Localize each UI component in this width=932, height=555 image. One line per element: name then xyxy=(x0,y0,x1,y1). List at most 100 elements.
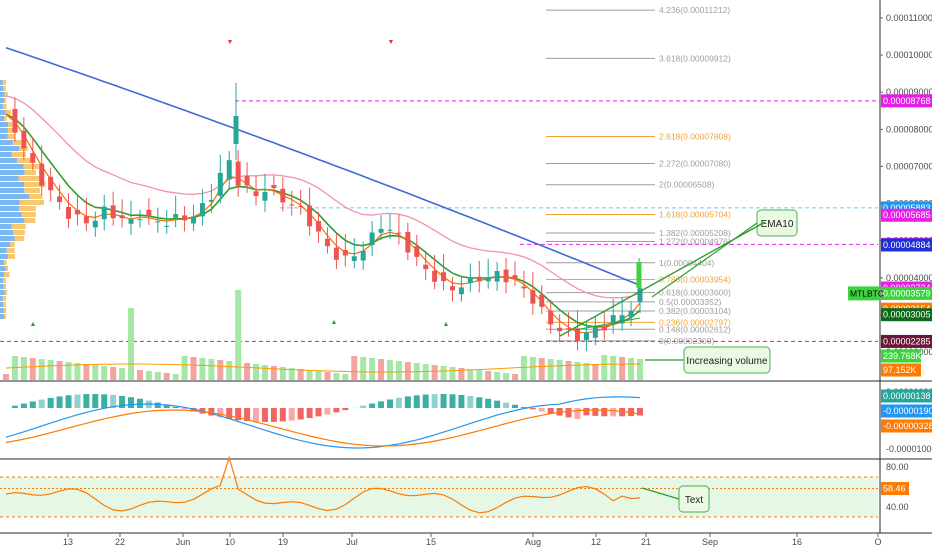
candle-body xyxy=(75,210,80,214)
macd-histogram-bar xyxy=(333,408,339,412)
macd-histogram-bar xyxy=(432,394,438,408)
macd-histogram-bar xyxy=(12,406,18,408)
candle-body xyxy=(262,192,267,201)
volume-bar xyxy=(226,361,232,380)
macd-histogram-bar xyxy=(137,399,143,408)
profile-bar-up xyxy=(0,266,5,271)
macd-histogram-bar xyxy=(423,395,429,408)
candle-body xyxy=(200,203,205,216)
candle-body xyxy=(414,246,419,257)
profile-bar-up xyxy=(0,164,24,169)
price-tick-label: 0.00010000 xyxy=(886,50,932,60)
macd-histogram-bar xyxy=(155,403,161,408)
volume-bar xyxy=(592,364,598,380)
macd-histogram-bar xyxy=(83,394,89,408)
macd-histogram-bar xyxy=(48,398,54,408)
macd-histogram-bar xyxy=(396,398,402,408)
profile-bar-up xyxy=(0,116,4,121)
volume-bar xyxy=(92,365,98,380)
candle-body xyxy=(146,210,151,216)
candle-body xyxy=(137,219,142,220)
candle-body xyxy=(495,271,500,281)
profile-bar-up xyxy=(0,110,6,115)
profile-bar-down xyxy=(5,266,7,271)
macd-histogram-bar xyxy=(414,395,420,408)
time-tick-label: 15 xyxy=(426,537,436,547)
profile-bar-up xyxy=(0,278,3,283)
candle-body xyxy=(459,287,464,294)
candle-body xyxy=(254,191,259,196)
profile-bar-up xyxy=(0,230,13,235)
candle-body xyxy=(387,230,392,231)
time-tick-label: 10 xyxy=(225,537,235,547)
macd-tag-label: -0.00000328 xyxy=(883,421,932,431)
volume-bar xyxy=(530,357,536,380)
volume-bar xyxy=(3,374,9,380)
macd-histogram-bar xyxy=(226,408,232,419)
volume-bar xyxy=(333,373,339,380)
rsi-tick-label: 80.00 xyxy=(886,462,909,472)
profile-bar-up xyxy=(0,314,4,319)
macd-histogram-bar xyxy=(378,401,384,408)
macd-histogram-bar xyxy=(449,394,455,408)
volume-bar xyxy=(601,355,607,380)
macd-histogram-bar xyxy=(467,396,473,408)
macd-histogram-bar xyxy=(583,408,589,415)
candle-body xyxy=(539,295,544,307)
profile-bar-down xyxy=(3,80,6,85)
profile-bar-down xyxy=(19,206,36,211)
time-tick-label: Jun xyxy=(176,537,191,547)
time-tick-label: Aug xyxy=(525,537,541,547)
profile-bar-down xyxy=(25,170,36,175)
candle-body xyxy=(521,287,526,289)
profile-bar-up xyxy=(0,200,20,205)
volume-bar xyxy=(217,360,223,380)
volume-bar xyxy=(432,365,438,380)
candle-body xyxy=(584,332,589,340)
volume-bar xyxy=(494,372,500,380)
macd-histogram-bar xyxy=(503,403,509,408)
fib-label: 1.272(0.00004976) xyxy=(659,237,731,247)
buy-marker: ▲ xyxy=(331,319,338,326)
candle-body xyxy=(620,315,625,323)
price-tag-label: 0.00004884 xyxy=(883,240,931,250)
macd-histogram-bar xyxy=(21,404,27,408)
candle-body xyxy=(396,233,401,234)
profile-bar-up xyxy=(0,98,4,103)
price-tick-label: 0.00011000 xyxy=(886,13,932,23)
candle-body xyxy=(21,131,26,149)
time-tick-label: 12 xyxy=(591,537,601,547)
profile-bar-up xyxy=(0,260,4,265)
sell-marker: ▼ xyxy=(227,39,234,46)
profile-bar-up xyxy=(0,92,5,97)
profile-bar-up xyxy=(0,182,24,187)
macd-histogram-bar xyxy=(74,395,80,408)
macd-histogram-bar xyxy=(30,401,36,408)
volume-bar xyxy=(155,372,161,380)
volume-bar xyxy=(21,357,27,380)
profile-bar-down xyxy=(4,284,6,289)
candle-body xyxy=(66,207,71,219)
volume-bar xyxy=(173,374,179,380)
profile-bar-down xyxy=(13,230,25,235)
candle-body xyxy=(405,232,410,252)
fib-label: 2.618(0.00007808) xyxy=(659,131,731,141)
macd-histogram-bar xyxy=(316,408,322,416)
profile-bar-up xyxy=(0,296,3,301)
candle-body xyxy=(477,277,482,282)
profile-bar-down xyxy=(8,134,15,139)
profile-bar-up xyxy=(0,206,19,211)
candle-body xyxy=(164,226,169,227)
fib-label: 0(0.00002300) xyxy=(659,336,714,346)
candle-body xyxy=(361,251,366,261)
rsi-callout-label: Text xyxy=(685,495,704,506)
macd-histogram-bar xyxy=(57,396,63,408)
volume-bar xyxy=(548,359,554,380)
profile-bar-down xyxy=(13,140,21,145)
profile-bar-down xyxy=(8,254,15,259)
macd-histogram-bar xyxy=(485,399,491,408)
macd-histogram-bar xyxy=(369,403,375,408)
volume-bar xyxy=(316,371,322,380)
